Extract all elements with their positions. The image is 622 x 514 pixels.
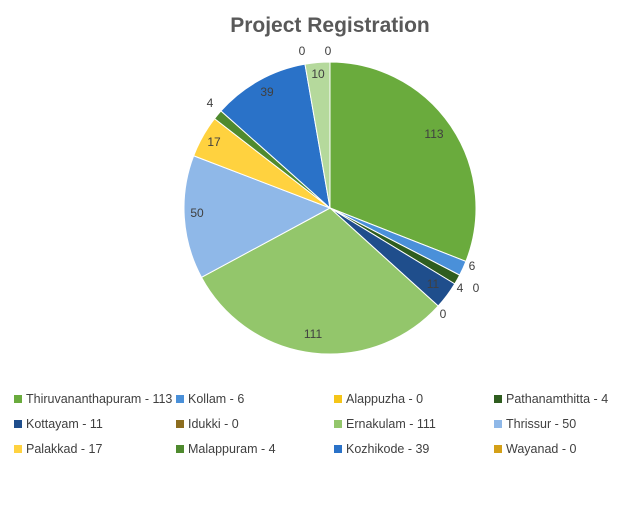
- legend-label: Ernakulam - 111: [346, 417, 436, 431]
- legend-item: Kottayam - 11: [14, 417, 103, 431]
- legend-swatch: [494, 395, 502, 403]
- legend-item: Thiruvananthapuram - 113: [14, 392, 172, 406]
- legend-label: Palakkad - 17: [26, 442, 103, 456]
- legend-label: Thiruvananthapuram - 113: [26, 392, 173, 406]
- legend-label: Malappuram - 4: [188, 442, 276, 456]
- legend-item: Kozhikode - 39: [334, 442, 429, 456]
- legend-swatch: [14, 395, 22, 403]
- legend-item: Idukki - 0: [176, 417, 239, 431]
- legend-label: Kozhikode - 39: [346, 442, 430, 456]
- legend-swatch: [14, 420, 22, 428]
- legend-swatch: [494, 445, 502, 453]
- legend-item: Palakkad - 17: [14, 442, 102, 456]
- legend-item: Alappuzha - 0: [334, 392, 423, 406]
- data-label: 17: [207, 135, 221, 149]
- legend-swatch: [334, 395, 342, 403]
- legend-label: Wayanad - 0: [506, 442, 577, 456]
- data-label: 0: [299, 44, 306, 58]
- legend-swatch: [176, 420, 184, 428]
- legend-swatch: [176, 395, 184, 403]
- pie-slice-thrissur: [183, 155, 332, 279]
- data-label: 50: [190, 206, 204, 220]
- data-label: 0: [440, 307, 447, 321]
- data-label: 111: [304, 327, 323, 341]
- legend-item: Wayanad - 0: [494, 442, 576, 456]
- legend-item: Ernakulam - 111: [334, 417, 436, 431]
- legend-item: Kollam - 6: [176, 392, 244, 406]
- legend-label: Pathanamthitta - 4: [506, 392, 609, 406]
- legend-item: Malappuram - 4: [176, 442, 276, 456]
- chart-title: Project Registration: [230, 14, 430, 37]
- legend-swatch: [334, 445, 342, 453]
- data-label: 10: [311, 67, 325, 81]
- data-label: 6: [469, 259, 476, 273]
- data-label: 4: [457, 281, 464, 295]
- data-label: 4: [207, 96, 214, 110]
- legend-label: Thrissur - 50: [506, 417, 577, 431]
- pie-slice-kasaragod: [304, 61, 331, 209]
- data-label: 11: [427, 277, 440, 291]
- data-label: 39: [260, 85, 274, 99]
- legend-swatch: [494, 420, 502, 428]
- data-label: 0: [473, 281, 480, 295]
- legend-label: Idukki - 0: [188, 417, 239, 431]
- legend-label: Kollam - 6: [188, 392, 245, 406]
- pie-slice-ernakulam: [200, 207, 439, 355]
- legend-item: Pathanamthitta - 4: [494, 392, 608, 406]
- legend-swatch: [334, 420, 342, 428]
- legend-label: Kottayam - 11: [26, 417, 103, 431]
- data-label: 0: [325, 44, 332, 58]
- legend-label: Alappuzha - 0: [346, 392, 424, 406]
- legend-item: Thrissur - 50: [494, 417, 576, 431]
- legend-swatch: [176, 445, 184, 453]
- legend-swatch: [14, 445, 22, 453]
- pie-slices: [183, 61, 477, 355]
- pie-slice-thiruvananthapuram: [329, 61, 477, 263]
- data-label: 113: [424, 127, 443, 141]
- pie-slice-kozhikode: [220, 63, 331, 210]
